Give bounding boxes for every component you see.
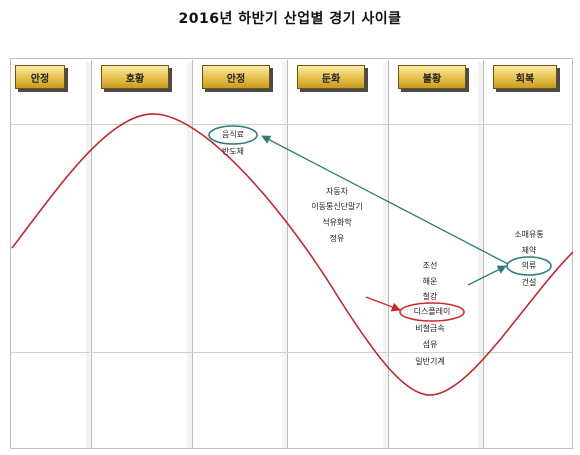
- phase-boom: 호황: [101, 65, 169, 89]
- column-separator: [91, 60, 92, 448]
- arrow-display-to-apparel: [467, 265, 507, 286]
- label-mobile: 이동통신단말기: [311, 202, 363, 211]
- column-band: [282, 62, 287, 448]
- phase-recession: 불황: [398, 65, 466, 89]
- cycle-curve: [11, 113, 574, 396]
- trough-line: [10, 352, 573, 353]
- label-food: 음식료: [221, 130, 245, 139]
- label-construction: 건설: [521, 278, 537, 287]
- label-apparel: 의류: [521, 261, 537, 270]
- arrow-to-display: [365, 296, 401, 312]
- label-shipping: 해운: [422, 277, 438, 286]
- phase-stable-2: 안정: [202, 65, 270, 89]
- apparel-highlight-ellipse: [506, 256, 552, 276]
- label-retail: 소매유통: [514, 230, 544, 239]
- label-refining: 정유: [329, 234, 345, 243]
- label-semiconductor: 반도체: [221, 147, 245, 156]
- display-highlight-ellipse: [399, 302, 465, 322]
- label-petrochem: 석유화학: [322, 218, 352, 227]
- label-auto: 자동차: [325, 187, 349, 196]
- peak-line: [10, 124, 573, 125]
- label-machinery: 일반기계: [415, 357, 445, 366]
- column-separator: [388, 60, 389, 448]
- column-separator: [192, 60, 193, 448]
- label-nonferrous: 비철금속: [415, 324, 445, 333]
- label-pharma: 제약: [521, 246, 537, 255]
- column-band: [187, 62, 192, 448]
- column-separator: [287, 60, 288, 448]
- column-band: [383, 62, 388, 448]
- label-shipbuilding: 조선: [422, 261, 438, 270]
- phase-recovery: 회복: [493, 65, 557, 89]
- column-band: [478, 62, 483, 448]
- phase-stable-1: 안정: [15, 65, 65, 89]
- diagram-title: 2016년 하반기 산업별 경기 사이클: [178, 11, 402, 27]
- food-highlight-ellipse: [208, 125, 258, 145]
- label-display: 디스플레이: [413, 307, 451, 316]
- label-steel: 철강: [422, 292, 438, 301]
- column-separator: [483, 60, 484, 448]
- label-textile: 섬유: [422, 340, 438, 349]
- arrow-apparel-to-food: [261, 135, 509, 265]
- column-band: [86, 62, 91, 448]
- phase-slowdown: 둔화: [297, 65, 365, 89]
